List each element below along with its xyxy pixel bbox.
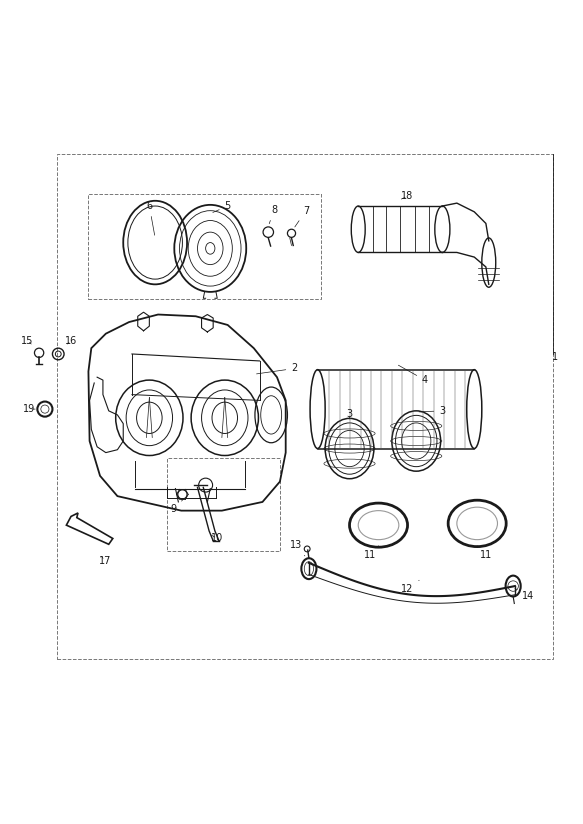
Text: 14: 14 (515, 588, 535, 601)
Text: 16: 16 (65, 335, 77, 345)
Bar (89, 194, 321, 299)
Text: 3: 3 (346, 409, 353, 419)
Text: 10: 10 (211, 533, 223, 544)
Text: 11: 11 (364, 545, 378, 560)
Text: 11: 11 (477, 545, 492, 560)
Text: 15: 15 (22, 335, 34, 345)
Text: 3: 3 (419, 406, 445, 416)
Text: 12: 12 (401, 580, 419, 594)
Text: 7: 7 (295, 206, 309, 227)
Text: 4: 4 (398, 365, 428, 385)
Text: 8: 8 (269, 205, 277, 223)
Text: 9: 9 (171, 500, 182, 514)
Bar (57, 154, 553, 658)
Text: 2: 2 (257, 363, 297, 374)
Text: 13: 13 (290, 541, 305, 556)
Text: 6: 6 (146, 201, 154, 235)
Text: 5: 5 (213, 201, 231, 213)
Text: 17: 17 (99, 555, 111, 565)
Text: 18: 18 (401, 191, 414, 201)
Text: 19: 19 (23, 404, 36, 414)
Text: 1: 1 (553, 352, 559, 362)
Bar (167, 458, 280, 551)
